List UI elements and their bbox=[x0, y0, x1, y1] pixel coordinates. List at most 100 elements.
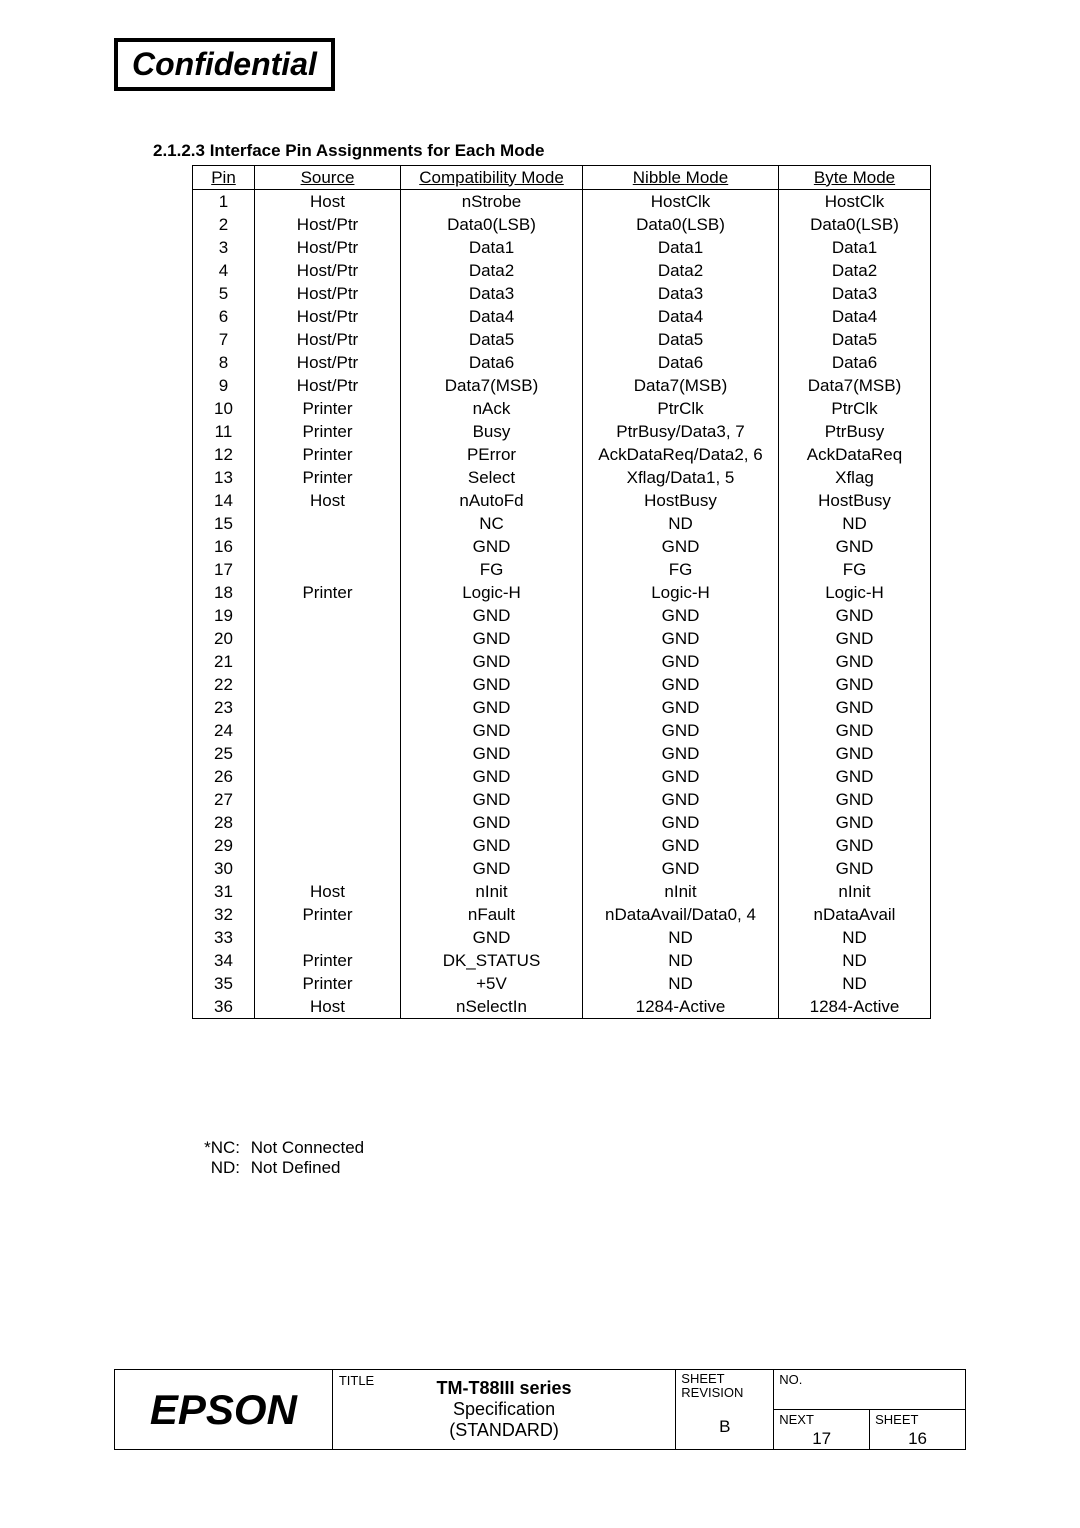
pin-assignment-table: Pin Source Compatibility Mode Nibble Mod… bbox=[192, 165, 931, 1019]
table-cell bbox=[255, 650, 401, 673]
table-cell: 25 bbox=[193, 742, 255, 765]
table-cell: 1284-Active bbox=[583, 995, 779, 1019]
table-cell: nInit bbox=[401, 880, 583, 903]
table-cell: 13 bbox=[193, 466, 255, 489]
next-label: NEXT bbox=[774, 1410, 869, 1429]
title-line3: (STANDARD) bbox=[339, 1420, 669, 1441]
table-cell: GND bbox=[401, 650, 583, 673]
table-cell: 8 bbox=[193, 351, 255, 374]
table-cell bbox=[255, 742, 401, 765]
table-cell: Data6 bbox=[583, 351, 779, 374]
table-row: 16GNDGNDGND bbox=[193, 535, 931, 558]
table-row: 36HostnSelectIn1284-Active1284-Active bbox=[193, 995, 931, 1019]
table-cell: PtrClk bbox=[779, 397, 931, 420]
table-cell: Printer bbox=[255, 420, 401, 443]
table-cell: GND bbox=[583, 604, 779, 627]
footnote-nc-label: *NC: bbox=[192, 1138, 240, 1158]
table-cell: 7 bbox=[193, 328, 255, 351]
table-cell: ND bbox=[779, 949, 931, 972]
table-cell: Data3 bbox=[401, 282, 583, 305]
table-cell: PtrBusy bbox=[779, 420, 931, 443]
table-cell: ND bbox=[779, 972, 931, 995]
table-cell: 31 bbox=[193, 880, 255, 903]
table-cell: Data2 bbox=[401, 259, 583, 282]
sheet-label: SHEET bbox=[870, 1410, 965, 1429]
table-row: 29GNDGNDGND bbox=[193, 834, 931, 857]
table-row: 32PrinternFaultnDataAvail/Data0, 4nDataA… bbox=[193, 903, 931, 926]
table-cell: 35 bbox=[193, 972, 255, 995]
table-row: 31HostnInitnInitnInit bbox=[193, 880, 931, 903]
table-cell: HostClk bbox=[779, 190, 931, 214]
table-cell: Printer bbox=[255, 397, 401, 420]
table-cell: HostClk bbox=[583, 190, 779, 214]
table-cell: Data0(LSB) bbox=[401, 213, 583, 236]
table-cell: GND bbox=[779, 650, 931, 673]
table-row: 23GNDGNDGND bbox=[193, 696, 931, 719]
table-cell: Host/Ptr bbox=[255, 351, 401, 374]
table-row: 14HostnAutoFdHostBusyHostBusy bbox=[193, 489, 931, 512]
table-cell: Printer bbox=[255, 443, 401, 466]
table-cell: GND bbox=[401, 926, 583, 949]
table-cell: Data0(LSB) bbox=[779, 213, 931, 236]
table-row: 8Host/PtrData6Data6Data6 bbox=[193, 351, 931, 374]
table-cell: AckDataReq/Data2, 6 bbox=[583, 443, 779, 466]
footnote-nc: *NC: Not Connected bbox=[192, 1138, 364, 1158]
table-cell: GND bbox=[779, 765, 931, 788]
table-cell: 11 bbox=[193, 420, 255, 443]
table-cell: GND bbox=[401, 719, 583, 742]
table-cell: GND bbox=[401, 696, 583, 719]
table-cell: Host bbox=[255, 190, 401, 214]
table-cell: GND bbox=[583, 765, 779, 788]
table-cell bbox=[255, 857, 401, 880]
table-cell: ND bbox=[583, 972, 779, 995]
table-cell bbox=[255, 512, 401, 535]
table-cell bbox=[255, 604, 401, 627]
table-cell: Data0(LSB) bbox=[583, 213, 779, 236]
table-row: 35Printer+5VNDND bbox=[193, 972, 931, 995]
table-cell: 1 bbox=[193, 190, 255, 214]
table-cell: GND bbox=[583, 627, 779, 650]
table-cell: Logic-H bbox=[779, 581, 931, 604]
table-cell: FG bbox=[779, 558, 931, 581]
table-row: 19GNDGNDGND bbox=[193, 604, 931, 627]
table-cell: 4 bbox=[193, 259, 255, 282]
table-cell: 15 bbox=[193, 512, 255, 535]
table-cell: Data1 bbox=[779, 236, 931, 259]
table-cell: nAck bbox=[401, 397, 583, 420]
table-cell: 28 bbox=[193, 811, 255, 834]
table-cell: GND bbox=[779, 604, 931, 627]
table-cell: Busy bbox=[401, 420, 583, 443]
table-cell: Data5 bbox=[583, 328, 779, 351]
table-cell: Host/Ptr bbox=[255, 236, 401, 259]
table-cell: 29 bbox=[193, 834, 255, 857]
table-cell: Data4 bbox=[401, 305, 583, 328]
table-cell: Data4 bbox=[583, 305, 779, 328]
table-cell: GND bbox=[401, 627, 583, 650]
table-cell: Host/Ptr bbox=[255, 305, 401, 328]
revision: B bbox=[676, 1403, 773, 1437]
table-cell: Data3 bbox=[779, 282, 931, 305]
table-cell: 24 bbox=[193, 719, 255, 742]
table-cell: Data7(MSB) bbox=[779, 374, 931, 397]
table-cell: ND bbox=[583, 926, 779, 949]
table-cell bbox=[255, 696, 401, 719]
header-source: Source bbox=[255, 166, 401, 190]
table-cell: 33 bbox=[193, 926, 255, 949]
table-cell: 12 bbox=[193, 443, 255, 466]
table-cell: 23 bbox=[193, 696, 255, 719]
table-row: 7Host/PtrData5Data5Data5 bbox=[193, 328, 931, 351]
table-cell: ND bbox=[779, 926, 931, 949]
table-cell: Data5 bbox=[401, 328, 583, 351]
table-row: 22GNDGNDGND bbox=[193, 673, 931, 696]
table-cell: GND bbox=[779, 834, 931, 857]
table-cell: FG bbox=[583, 558, 779, 581]
table-cell: GND bbox=[401, 742, 583, 765]
table-cell: Host/Ptr bbox=[255, 213, 401, 236]
table-cell: GND bbox=[401, 765, 583, 788]
table-cell: 17 bbox=[193, 558, 255, 581]
table-cell: nStrobe bbox=[401, 190, 583, 214]
table-cell: GND bbox=[401, 788, 583, 811]
table-cell: GND bbox=[583, 811, 779, 834]
table-cell: Printer bbox=[255, 903, 401, 926]
table-cell: nSelectIn bbox=[401, 995, 583, 1019]
